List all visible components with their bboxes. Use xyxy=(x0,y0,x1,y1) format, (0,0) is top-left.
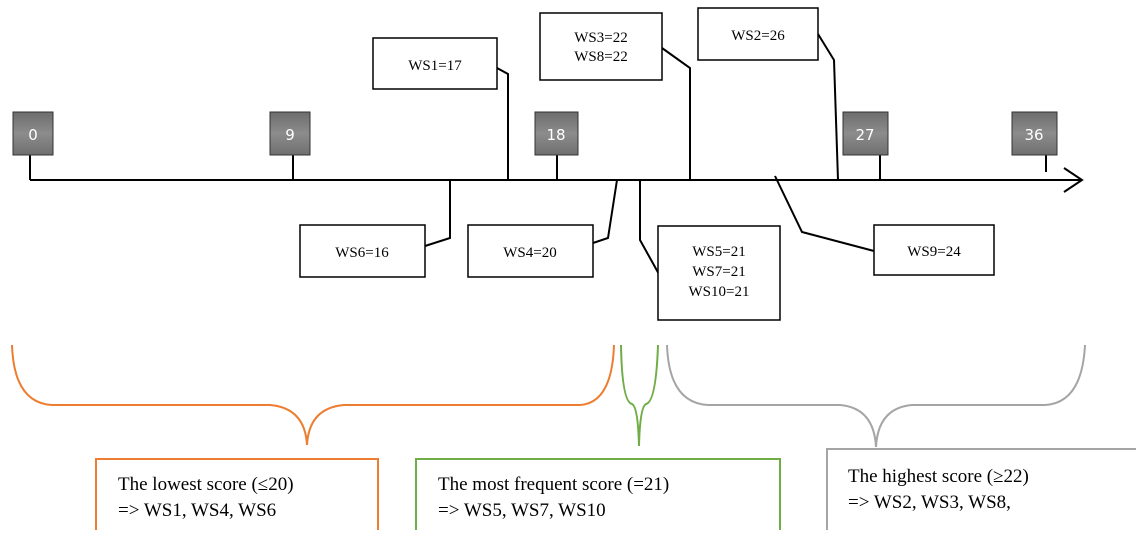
group-lowest-box: The lowest score (≤20) => WS1, WS4, WS6 xyxy=(95,458,379,535)
callout-label: WS8=22 xyxy=(574,49,627,65)
callout-label: WS9=24 xyxy=(907,244,961,260)
callout-leader xyxy=(817,33,839,181)
callout-label: WS7=21 xyxy=(692,264,745,280)
tick-label: 27 xyxy=(855,126,874,144)
tick-box xyxy=(269,111,311,156)
callout-box xyxy=(697,7,819,61)
group-highest-box: The highest score (≥22) => WS2, WS3, WS8… xyxy=(826,448,1136,535)
score-axis xyxy=(30,167,1084,193)
callout-box xyxy=(873,224,995,276)
tick-box xyxy=(1011,111,1058,156)
group-box-border xyxy=(826,448,1136,535)
group-title: The lowest score (≤20) xyxy=(118,474,294,495)
callout-box xyxy=(657,225,781,321)
callout-label: WS6=16 xyxy=(335,245,389,261)
axis-arrow-icon xyxy=(1063,167,1084,193)
callout-box xyxy=(372,37,498,90)
callout-leader xyxy=(774,175,875,252)
group-box-border xyxy=(95,458,379,535)
callout-ws2: WS2=26 xyxy=(697,7,839,181)
group-title: The most frequent score (=21) xyxy=(438,474,669,495)
callout-box xyxy=(539,12,663,81)
tick-label: 9 xyxy=(285,126,295,144)
group-members: => WS1, WS4, WS6 xyxy=(118,500,276,521)
callout-label: WS2=26 xyxy=(731,28,785,44)
callout-leader xyxy=(592,179,618,244)
callout-box xyxy=(467,224,594,278)
callout-ws4: WS4=20 xyxy=(467,179,618,278)
callout-ws6: WS6=16 xyxy=(299,180,451,278)
callout-label: WS3=22 xyxy=(574,30,627,46)
brace-frequent xyxy=(620,344,659,447)
callout-label: WS10=21 xyxy=(689,284,750,300)
brace-lowest xyxy=(11,344,615,446)
callout-box xyxy=(299,224,426,278)
group-members: => WS5, WS7, WS10 xyxy=(438,500,606,521)
group-members: => WS2, WS3, WS8, xyxy=(848,492,1011,513)
callout-leader xyxy=(639,180,661,277)
callout-ws5-ws7-ws10: WS5=21 WS7=21 WS10=21 xyxy=(639,180,781,321)
callout-ws3-ws8: WS3=22 WS8=22 xyxy=(539,12,691,180)
tick-label: 36 xyxy=(1024,126,1043,144)
callout-leader xyxy=(496,67,509,180)
tick-label: 0 xyxy=(28,126,38,144)
brace-highest xyxy=(666,344,1086,448)
callout-label: WS1=17 xyxy=(408,58,462,74)
callout-leader xyxy=(424,180,451,247)
group-frequent-box: The most frequent score (=21) => WS5, WS… xyxy=(415,458,781,535)
group-title: The highest score (≥22) xyxy=(848,466,1029,487)
callout-label: WS5=21 xyxy=(692,244,745,260)
group-box-border xyxy=(415,458,781,535)
tick-box xyxy=(534,111,579,156)
scale-tick-0: 0 xyxy=(12,111,54,180)
callout-ws1: WS1=17 xyxy=(372,37,509,180)
callout-label: WS4=20 xyxy=(503,245,556,261)
scale-tick-9: 9 xyxy=(269,111,311,180)
callout-leader xyxy=(661,47,691,180)
tick-label: 18 xyxy=(546,126,565,144)
tick-box xyxy=(842,111,889,156)
scale-tick-36: 36 xyxy=(1011,111,1058,172)
callout-ws9: WS9=24 xyxy=(774,175,995,276)
tick-box xyxy=(12,111,54,156)
scale-tick-27: 27 xyxy=(842,111,889,180)
scale-tick-18: 18 xyxy=(534,111,579,180)
